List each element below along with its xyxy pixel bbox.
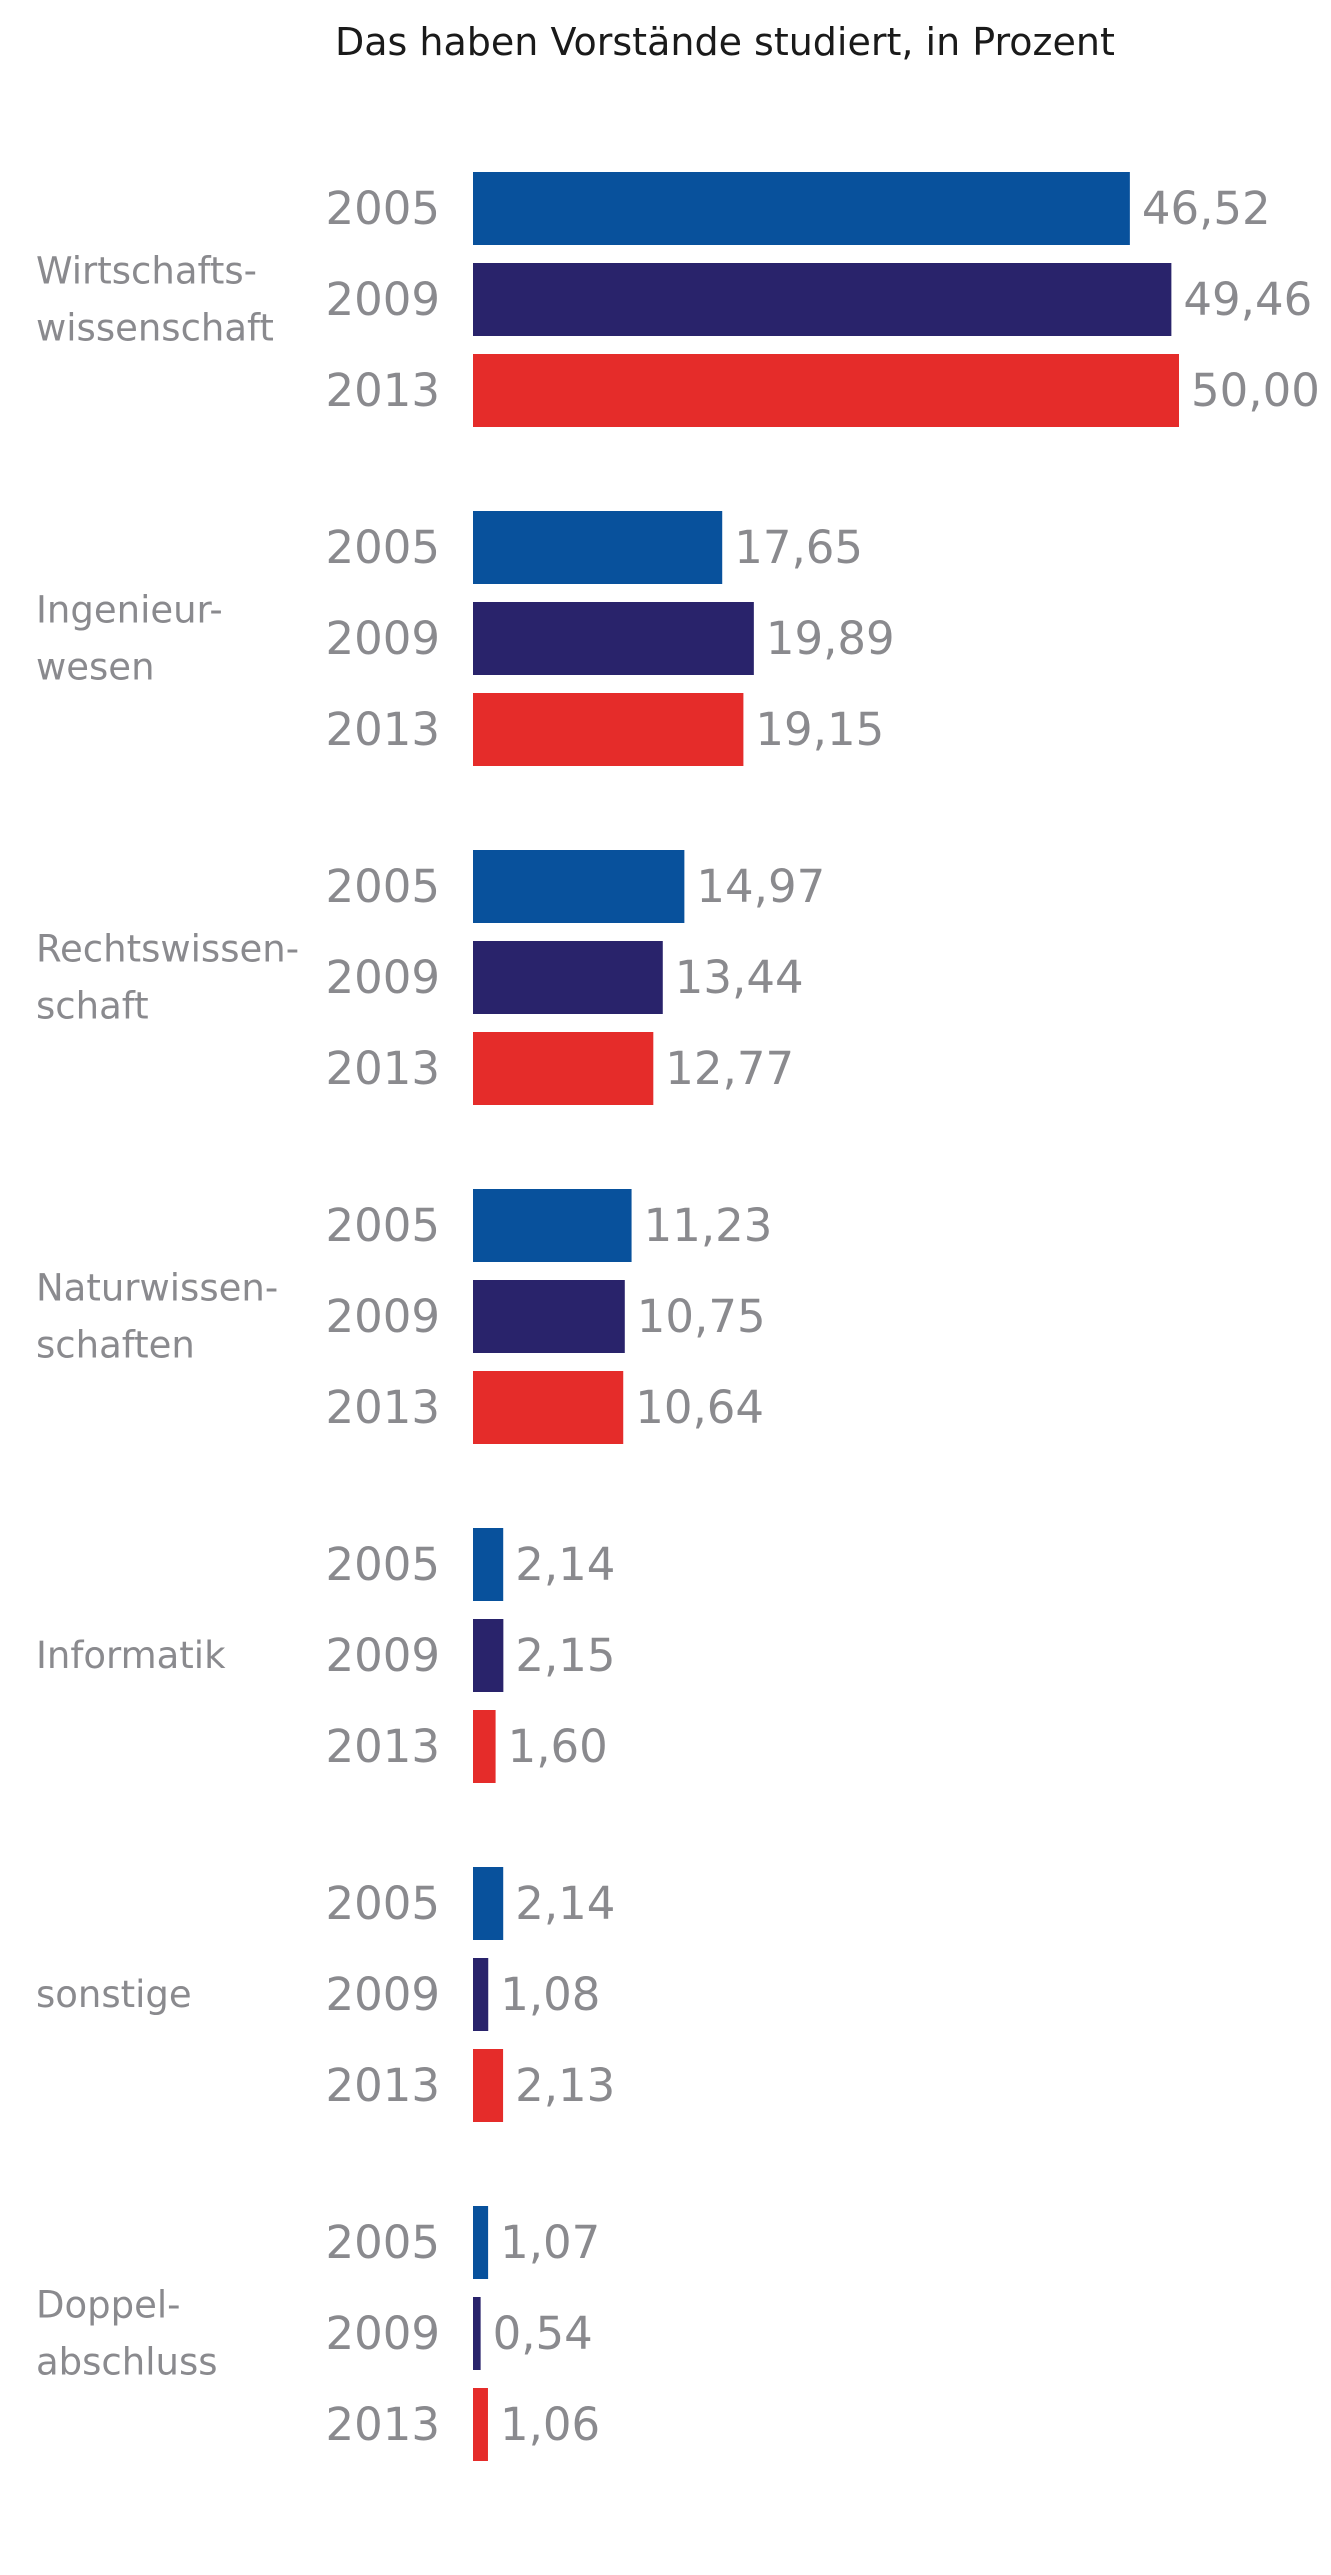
bar-2005 bbox=[473, 1867, 504, 1940]
value-label: 49,46 bbox=[1183, 273, 1312, 326]
value-label: 17,65 bbox=[734, 521, 863, 574]
category-label: schaft bbox=[36, 985, 149, 1028]
year-label: 2013 bbox=[325, 2059, 440, 2112]
category-group: sonstige 2005 2,14 2009 1,08 2013 2,13 bbox=[36, 1867, 615, 2122]
value-label: 19,89 bbox=[766, 612, 895, 665]
bar-2009 bbox=[473, 2297, 481, 2370]
category-label: abschluss bbox=[36, 2341, 218, 2384]
year-label: 2009 bbox=[325, 2307, 440, 2360]
value-label: 10,64 bbox=[635, 1381, 764, 1434]
bar-2013 bbox=[473, 2388, 488, 2461]
category-group: Doppel-abschluss 2005 1,07 2009 0,54 2013 1,06 bbox=[36, 2206, 600, 2461]
value-label: 1,07 bbox=[500, 2216, 600, 2269]
category-group: Informatik 2005 2,14 2009 2,15 2013 1,60 bbox=[36, 1528, 616, 1783]
value-label: 46,52 bbox=[1142, 182, 1271, 235]
value-label: 10,75 bbox=[637, 1290, 766, 1343]
year-label: 2013 bbox=[325, 364, 440, 417]
bar-2013 bbox=[473, 1032, 654, 1105]
bar-2005 bbox=[473, 511, 723, 584]
value-label: 19,15 bbox=[755, 703, 884, 756]
year-label: 2013 bbox=[325, 1042, 440, 1095]
value-label: 0,54 bbox=[493, 2307, 593, 2360]
bar-2005 bbox=[473, 1528, 504, 1601]
year-label: 2013 bbox=[325, 703, 440, 756]
chart-title: Das haben Vorstände studiert, in Prozent bbox=[335, 20, 1115, 64]
year-label: 2005 bbox=[325, 182, 440, 235]
year-label: 2009 bbox=[325, 1968, 440, 2021]
year-label: 2005 bbox=[325, 860, 440, 913]
year-label: 2009 bbox=[325, 612, 440, 665]
year-label: 2009 bbox=[325, 1629, 440, 1682]
category-label: sonstige bbox=[36, 1973, 192, 2016]
category-label: schaften bbox=[36, 1324, 195, 1367]
value-label: 2,15 bbox=[515, 1629, 615, 1682]
year-label: 2013 bbox=[325, 1720, 440, 1773]
bar-2005 bbox=[473, 172, 1130, 245]
value-label: 14,97 bbox=[696, 860, 825, 913]
chart-plot-area: Wirtschafts-wissenschaft 2005 46,52 2009 49,… bbox=[36, 172, 1320, 2461]
category-group: Naturwissen-schaften 2005 11,23 2009 10,75 20… bbox=[36, 1189, 772, 1444]
year-label: 2005 bbox=[325, 2216, 440, 2269]
bar-2005 bbox=[473, 2206, 489, 2279]
value-label: 2,13 bbox=[515, 2059, 615, 2112]
value-label: 1,60 bbox=[508, 1720, 608, 1773]
year-label: 2009 bbox=[325, 273, 440, 326]
year-label: 2005 bbox=[325, 1877, 440, 1930]
bar-2009 bbox=[473, 1280, 625, 1353]
value-label: 50,00 bbox=[1191, 364, 1320, 417]
bar-2009 bbox=[473, 263, 1172, 336]
value-label: 12,77 bbox=[665, 1042, 794, 1095]
year-label: 2009 bbox=[325, 1290, 440, 1343]
bar-2009 bbox=[473, 602, 754, 675]
category-label: wesen bbox=[36, 646, 155, 689]
bar-2009 bbox=[473, 941, 663, 1014]
value-label: 2,14 bbox=[515, 1538, 615, 1591]
value-label: 1,08 bbox=[500, 1968, 600, 2021]
bar-2013 bbox=[473, 2049, 504, 2122]
bar-2005 bbox=[473, 1189, 632, 1262]
category-label: Doppel- bbox=[36, 2284, 181, 2327]
year-label: 2009 bbox=[325, 951, 440, 1004]
category-label: Rechtswissen- bbox=[36, 928, 299, 971]
value-label: 2,14 bbox=[515, 1877, 615, 1930]
category-label: Wirtschafts- bbox=[36, 250, 257, 293]
value-label: 1,06 bbox=[500, 2398, 600, 2451]
year-label: 2005 bbox=[325, 1199, 440, 1252]
bar-2009 bbox=[473, 1619, 504, 1692]
bar-2013 bbox=[473, 354, 1179, 427]
bar-2005 bbox=[473, 850, 685, 923]
category-label: wissenschaft bbox=[36, 307, 274, 350]
bar-2013 bbox=[473, 1371, 624, 1444]
bar-2009 bbox=[473, 1958, 489, 2031]
category-group: Wirtschafts-wissenschaft 2005 46,52 2009 49,… bbox=[36, 172, 1320, 427]
category-label: Naturwissen- bbox=[36, 1267, 278, 1310]
category-label: Ingenieur- bbox=[36, 589, 223, 632]
bar-2013 bbox=[473, 1710, 496, 1783]
bar-2013 bbox=[473, 693, 744, 766]
category-group: Ingenieur-wesen 2005 17,65 2009 19,89 2013 19,… bbox=[36, 511, 895, 766]
category-group: Rechtswissen-schaft 2005 14,97 2009 13,44 201… bbox=[36, 850, 825, 1105]
value-label: 11,23 bbox=[644, 1199, 773, 1252]
category-label: Informatik bbox=[36, 1634, 226, 1677]
value-label: 13,44 bbox=[675, 951, 804, 1004]
year-label: 2005 bbox=[325, 1538, 440, 1591]
year-label: 2005 bbox=[325, 521, 440, 574]
year-label: 2013 bbox=[325, 1381, 440, 1434]
year-label: 2013 bbox=[325, 2398, 440, 2451]
